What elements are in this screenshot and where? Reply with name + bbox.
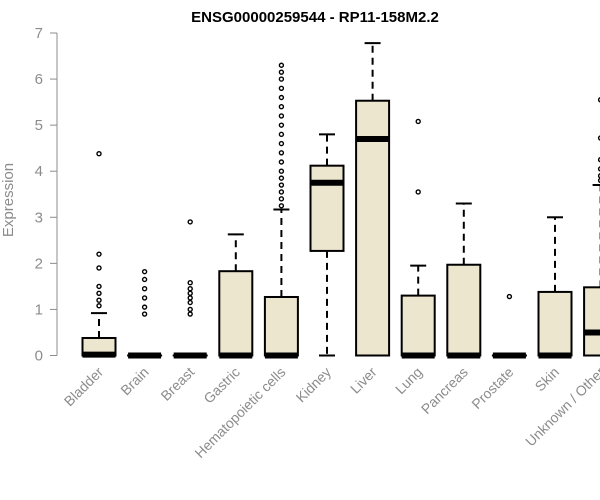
box-0	[81, 151, 117, 358]
box-10	[537, 216, 573, 359]
outlier-point	[597, 97, 600, 103]
outlier-point	[278, 182, 285, 188]
box-3	[218, 233, 254, 359]
outlier-point	[415, 118, 421, 125]
x-tick-label: Bladder	[61, 364, 107, 410]
box-group	[81, 42, 600, 359]
outlier-point	[141, 276, 148, 283]
outlier-point	[141, 285, 148, 292]
y-tick-label: 2	[35, 255, 43, 272]
outlier-point	[187, 280, 193, 286]
x-tick-label: Kidney	[293, 364, 335, 406]
outlier-point	[278, 203, 285, 209]
y-axis-label: Expression	[0, 163, 17, 237]
x-tick-label: Skin	[532, 364, 563, 395]
outlier-point	[96, 303, 102, 309]
box-11	[583, 97, 600, 357]
y-tick-label: 1	[35, 301, 43, 318]
outlier-point	[597, 157, 600, 163]
outlier-point	[187, 311, 193, 317]
box-rect	[537, 290, 573, 357]
y-tick-label: 0	[35, 348, 43, 365]
outlier-point	[187, 295, 193, 301]
box-rect	[583, 286, 600, 357]
outlier-point	[278, 76, 285, 82]
box-4	[263, 62, 299, 359]
outlier-point	[415, 189, 421, 195]
outlier-point	[506, 293, 513, 300]
box-1	[127, 268, 163, 359]
outlier-point	[141, 304, 148, 310]
y-tick-label: 6	[35, 71, 43, 88]
box-rect	[355, 99, 391, 357]
box-8	[446, 202, 482, 359]
box-9	[491, 293, 527, 359]
x-tick-label: Gastric	[200, 364, 243, 407]
y-tick-label: 5	[35, 117, 43, 134]
outlier-point	[278, 196, 285, 202]
chart-title: ENSG00000259544 - RP11-158M2.2	[191, 9, 439, 26]
outlier-point	[278, 159, 285, 165]
x-tick-label: Prostate	[468, 364, 516, 412]
outlier-point	[278, 104, 285, 110]
outlier-point	[187, 290, 193, 297]
outlier-point	[96, 297, 102, 303]
outlier-point	[278, 140, 285, 147]
outlier-point	[187, 285, 193, 292]
outlier-point	[278, 150, 285, 156]
x-tick-label: Lung	[392, 364, 425, 397]
x-tick-label: Hematopoietic cells	[191, 364, 288, 461]
x-tick-label: Unknown / Other	[522, 364, 600, 450]
outlier-point	[96, 290, 102, 297]
outlier-point	[278, 85, 285, 91]
outlier-point	[278, 122, 285, 128]
outlier-point	[278, 94, 285, 101]
box-rect	[446, 263, 482, 357]
x-tick-label: Breast	[157, 364, 197, 404]
outlier-point	[278, 131, 285, 138]
outlier-point	[597, 177, 600, 184]
y-tick-label: 4	[35, 163, 43, 180]
outlier-point	[187, 219, 193, 225]
outlier-point	[141, 311, 148, 317]
y-tick-label: 3	[35, 209, 43, 226]
outlier-point	[96, 251, 102, 257]
outlier-point	[597, 135, 600, 141]
x-tick-label: Pancreas	[418, 364, 471, 417]
box-5	[309, 133, 345, 357]
x-tick-label: Liver	[347, 364, 380, 397]
outlier-point	[597, 166, 600, 172]
box-rect	[309, 164, 345, 252]
x-tick-label: Brain	[117, 364, 151, 398]
box-2	[172, 219, 208, 359]
outlier-point	[278, 175, 285, 181]
y-tick-label: 7	[35, 25, 43, 42]
outlier-point	[187, 306, 193, 313]
outlier-point	[141, 268, 148, 275]
box-7	[400, 118, 436, 359]
y-axis: 0 1 2 3 4 5 6 7	[35, 25, 58, 365]
outlier-point	[96, 265, 102, 271]
outlier-point	[278, 189, 285, 195]
outlier-point	[96, 151, 102, 157]
outlier-point	[597, 173, 600, 179]
outlier-point	[96, 283, 102, 290]
outlier-point	[141, 295, 148, 301]
outlier-point	[278, 168, 285, 174]
box-rect	[263, 295, 299, 357]
outlier-point	[278, 113, 285, 119]
box-6	[355, 42, 391, 357]
outlier-point	[187, 299, 193, 306]
outlier-point	[278, 69, 285, 75]
outlier-point	[278, 62, 285, 68]
box-rect	[400, 294, 436, 357]
box-rect	[218, 270, 254, 357]
